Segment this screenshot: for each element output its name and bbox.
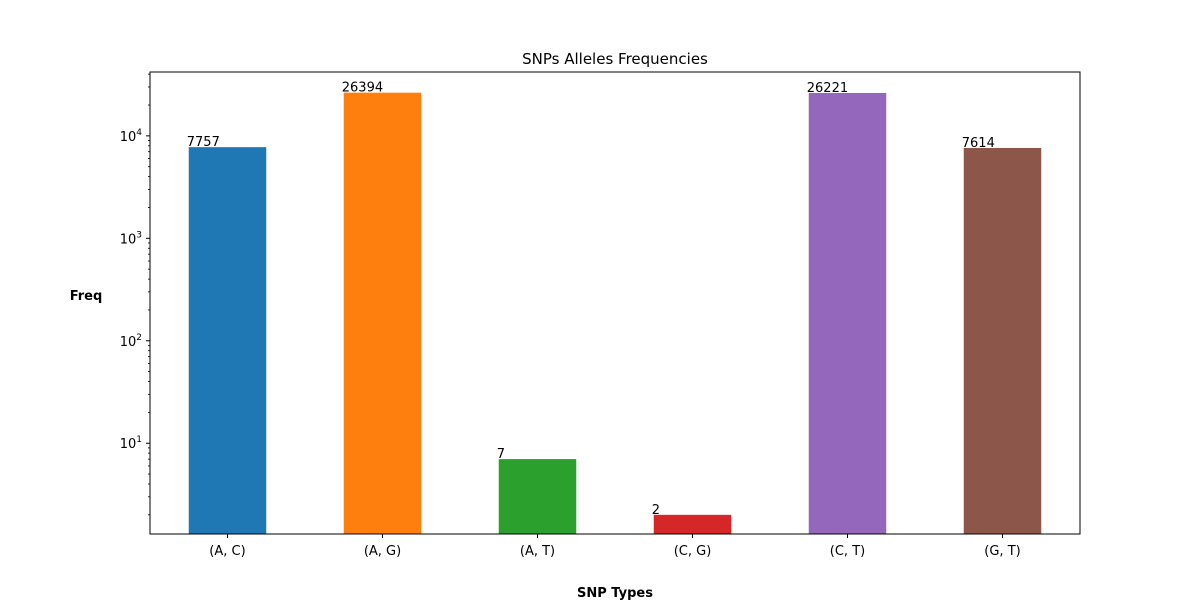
data-label-3: 2 xyxy=(652,503,660,518)
x-tick-label-3: (C, G) xyxy=(674,544,712,559)
data-label-4: 26221 xyxy=(807,81,848,96)
y-tick-label-2: 103 xyxy=(120,230,142,247)
x-tick-label-5: (G, T) xyxy=(984,544,1020,559)
bars-layer xyxy=(188,92,1042,535)
bar-3 xyxy=(653,514,732,534)
y-tick-exponent: 2 xyxy=(136,333,142,343)
data-label-0: 7757 xyxy=(187,135,220,150)
bar-1 xyxy=(343,92,422,534)
y-tick-base: 10 xyxy=(120,232,137,247)
y-axis-label: Freq xyxy=(70,289,103,304)
y-tick-base: 10 xyxy=(120,130,137,145)
x-axis-label: SNP Types xyxy=(577,586,653,600)
y-tick-label-1: 102 xyxy=(120,333,142,350)
y-tick-label-0: 101 xyxy=(120,435,142,452)
y-tick-exponent: 3 xyxy=(136,230,142,240)
data-labels-layer: 7757 26394 7 2 26221 7614 xyxy=(187,81,995,518)
y-tick-exponent: 4 xyxy=(136,128,142,138)
x-tick-label-4: (C, T) xyxy=(830,544,865,559)
bar-2 xyxy=(498,459,577,534)
data-label-2: 7 xyxy=(497,447,505,462)
x-tick-label-1: (A, G) xyxy=(364,544,401,559)
data-label-5: 7614 xyxy=(962,136,995,151)
chart-title: SNPs Alleles Frequencies xyxy=(522,50,708,68)
plot-frame xyxy=(149,71,1081,535)
y-tick-exponent: 1 xyxy=(136,435,142,445)
y-tick-label-3: 104 xyxy=(120,128,143,145)
bar-5 xyxy=(963,147,1042,535)
bar-0 xyxy=(188,147,267,534)
x-ticks-layer: (A, C) (A, G) (A, T) (C, G) (C, T) (G, T) xyxy=(209,534,1021,559)
y-tick-base: 10 xyxy=(120,437,137,452)
x-tick-label-2: (A, T) xyxy=(520,544,555,559)
x-tick-label-0: (A, C) xyxy=(209,544,245,559)
bar-4 xyxy=(808,92,887,535)
y-tick-base: 10 xyxy=(120,335,137,350)
data-label-1: 26394 xyxy=(342,81,383,96)
